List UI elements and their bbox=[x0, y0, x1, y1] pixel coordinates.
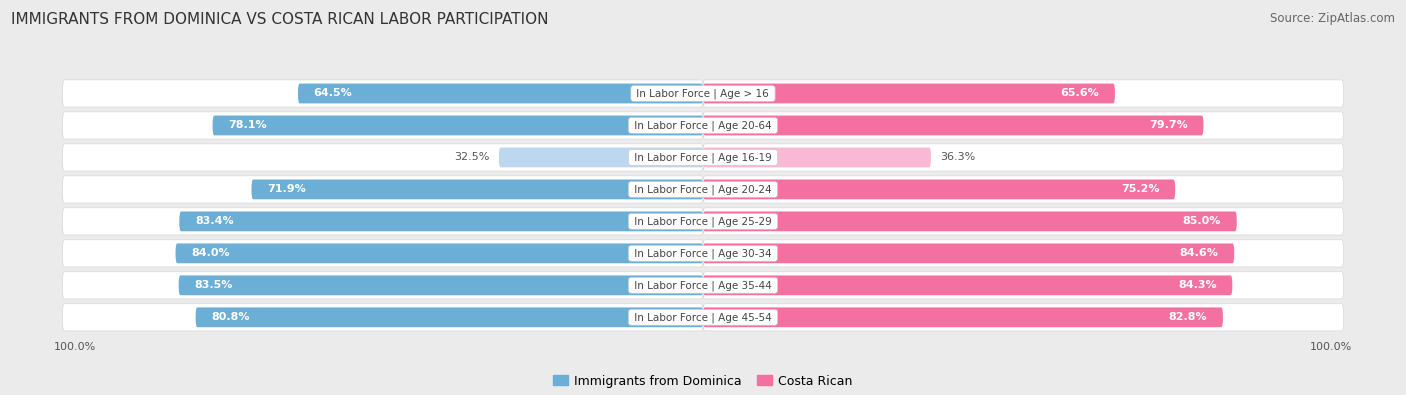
FancyBboxPatch shape bbox=[62, 240, 703, 267]
FancyBboxPatch shape bbox=[703, 240, 1344, 267]
Text: 84.0%: 84.0% bbox=[191, 248, 229, 258]
FancyBboxPatch shape bbox=[195, 307, 703, 327]
Text: 78.1%: 78.1% bbox=[228, 120, 267, 130]
Text: 64.5%: 64.5% bbox=[314, 88, 353, 98]
Text: 65.6%: 65.6% bbox=[1060, 88, 1099, 98]
Text: IMMIGRANTS FROM DOMINICA VS COSTA RICAN LABOR PARTICIPATION: IMMIGRANTS FROM DOMINICA VS COSTA RICAN … bbox=[11, 12, 548, 27]
FancyBboxPatch shape bbox=[703, 80, 1344, 107]
FancyBboxPatch shape bbox=[703, 307, 1223, 327]
FancyBboxPatch shape bbox=[62, 304, 703, 331]
Text: In Labor Force | Age > 16: In Labor Force | Age > 16 bbox=[634, 88, 772, 99]
Legend: Immigrants from Dominica, Costa Rican: Immigrants from Dominica, Costa Rican bbox=[548, 370, 858, 393]
Text: 79.7%: 79.7% bbox=[1149, 120, 1188, 130]
Text: Source: ZipAtlas.com: Source: ZipAtlas.com bbox=[1270, 12, 1395, 25]
FancyBboxPatch shape bbox=[703, 208, 1344, 235]
Text: In Labor Force | Age 20-24: In Labor Force | Age 20-24 bbox=[631, 184, 775, 195]
Text: 83.5%: 83.5% bbox=[194, 280, 233, 290]
FancyBboxPatch shape bbox=[703, 272, 1344, 299]
FancyBboxPatch shape bbox=[499, 147, 703, 167]
FancyBboxPatch shape bbox=[703, 116, 1204, 135]
Text: 36.3%: 36.3% bbox=[941, 152, 976, 162]
FancyBboxPatch shape bbox=[62, 176, 703, 203]
FancyBboxPatch shape bbox=[252, 179, 703, 199]
Text: In Labor Force | Age 45-54: In Labor Force | Age 45-54 bbox=[631, 312, 775, 323]
FancyBboxPatch shape bbox=[62, 208, 703, 235]
FancyBboxPatch shape bbox=[176, 243, 703, 263]
FancyBboxPatch shape bbox=[703, 176, 1344, 203]
FancyBboxPatch shape bbox=[62, 80, 703, 107]
Text: 82.8%: 82.8% bbox=[1168, 312, 1208, 322]
Text: In Labor Force | Age 20-64: In Labor Force | Age 20-64 bbox=[631, 120, 775, 131]
FancyBboxPatch shape bbox=[703, 304, 1344, 331]
FancyBboxPatch shape bbox=[62, 144, 703, 171]
FancyBboxPatch shape bbox=[179, 275, 703, 295]
Text: 84.6%: 84.6% bbox=[1180, 248, 1219, 258]
FancyBboxPatch shape bbox=[180, 211, 703, 231]
Text: In Labor Force | Age 35-44: In Labor Force | Age 35-44 bbox=[631, 280, 775, 291]
FancyBboxPatch shape bbox=[703, 179, 1175, 199]
FancyBboxPatch shape bbox=[298, 84, 703, 103]
FancyBboxPatch shape bbox=[703, 211, 1237, 231]
FancyBboxPatch shape bbox=[703, 243, 1234, 263]
Text: 84.3%: 84.3% bbox=[1178, 280, 1216, 290]
FancyBboxPatch shape bbox=[703, 275, 1232, 295]
Text: 71.9%: 71.9% bbox=[267, 184, 307, 194]
FancyBboxPatch shape bbox=[62, 112, 703, 139]
FancyBboxPatch shape bbox=[212, 116, 703, 135]
Text: 80.8%: 80.8% bbox=[211, 312, 250, 322]
FancyBboxPatch shape bbox=[703, 84, 1115, 103]
FancyBboxPatch shape bbox=[62, 272, 703, 299]
Text: In Labor Force | Age 16-19: In Labor Force | Age 16-19 bbox=[631, 152, 775, 163]
Text: 75.2%: 75.2% bbox=[1121, 184, 1160, 194]
Text: 85.0%: 85.0% bbox=[1182, 216, 1220, 226]
Text: 83.4%: 83.4% bbox=[195, 216, 233, 226]
FancyBboxPatch shape bbox=[703, 147, 931, 167]
Text: In Labor Force | Age 25-29: In Labor Force | Age 25-29 bbox=[631, 216, 775, 227]
FancyBboxPatch shape bbox=[703, 144, 1344, 171]
Text: In Labor Force | Age 30-34: In Labor Force | Age 30-34 bbox=[631, 248, 775, 259]
FancyBboxPatch shape bbox=[703, 112, 1344, 139]
Text: 32.5%: 32.5% bbox=[454, 152, 489, 162]
